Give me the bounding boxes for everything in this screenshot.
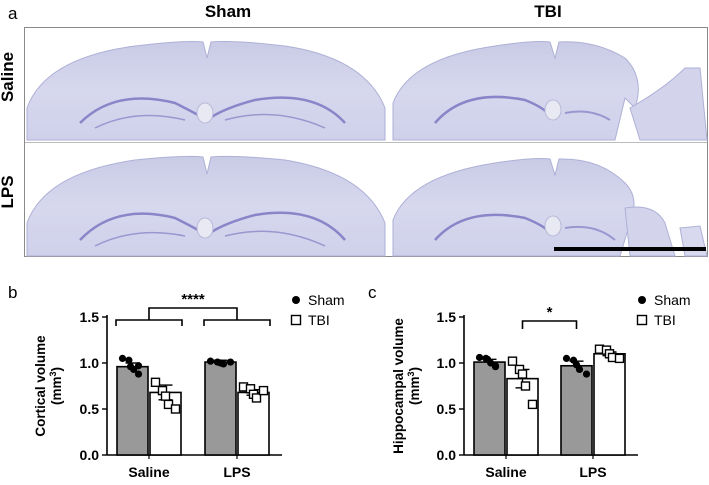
y-tick-label: 0.0: [80, 447, 100, 463]
y-label-superscript: 3: [406, 371, 416, 376]
data-point-sham: [562, 354, 571, 362]
x-category-label: LPS: [579, 464, 606, 480]
section-sham-lps: [26, 155, 386, 257]
legend: Sham TBI: [636, 292, 691, 328]
legend-label-tbi: TBI: [308, 312, 330, 328]
data-point-sham: [219, 360, 228, 368]
significance-bracket: *: [521, 304, 578, 329]
y-label-unit-text: (mm: [49, 377, 64, 406]
significance-label: ****: [181, 291, 205, 308]
data-point-sham: [125, 356, 133, 364]
data-point-tbi: [160, 391, 171, 401]
y-label-close: ): [49, 367, 64, 372]
row-divider: [25, 142, 707, 143]
bracket-line: [521, 320, 578, 329]
bar-sham: [116, 365, 149, 456]
cortical-volume-chart: 0.0 0.5 1.0 1.5 Cortical volume (mm3) Saline LP…: [33, 291, 345, 480]
x-category-label: Saline: [485, 464, 526, 480]
significance-label: *: [547, 304, 553, 321]
section-tbi-saline: [392, 41, 708, 141]
y-label-unit: (mm3): [406, 367, 422, 405]
data-point-tbi: [614, 353, 625, 364]
scale-bar: [554, 247, 706, 251]
hippocampal-volume-chart: 0.0 0.5 1.0 1.5 Hippocampal volume (mm3) Salin…: [391, 292, 691, 480]
bar-tbi: [506, 377, 539, 456]
legend-label-sham: Sham: [308, 292, 345, 308]
bar-sham: [473, 361, 506, 456]
y-tick-label: 1.5: [437, 309, 457, 325]
data-point-tbi: [507, 356, 518, 366]
data-point-sham: [582, 370, 591, 378]
data-point-sham: [575, 365, 584, 374]
y-label-unit: (mm3): [48, 367, 64, 405]
y-tick-label: 1.0: [80, 355, 100, 371]
y-label-unit-text: (mm: [407, 377, 422, 406]
y-label-close: ): [407, 367, 422, 372]
bar-tbi: [593, 353, 626, 456]
data-point-sham: [118, 354, 127, 362]
data-point-tbi: [520, 381, 531, 391]
bracket-left-group: [115, 319, 183, 326]
bar-sham: [560, 364, 593, 456]
data-point-sham: [134, 362, 143, 370]
histology-image-grid: [24, 27, 708, 257]
brain-sections-illustration: [26, 41, 708, 257]
data-point-tbi: [527, 399, 538, 410]
y-tick-label: 0.5: [437, 401, 457, 417]
data-point-tbi: [150, 377, 161, 388]
y-axis-label: Cortical volume (mm3): [33, 335, 64, 437]
section-tbi-lps: [392, 158, 708, 257]
column-header-sham: Sham: [204, 2, 252, 21]
y-tick-label: 0.0: [437, 447, 457, 463]
data-point-tbi: [258, 385, 269, 396]
legend-marker-tbi: [636, 314, 648, 326]
data-point-sham: [226, 358, 235, 366]
column-header-tbi: TBI: [534, 2, 562, 21]
y-label-main: Cortical volume: [33, 335, 48, 437]
section-sham-saline: [26, 41, 386, 141]
row-header-lps: LPS: [0, 175, 17, 209]
y-label-superscript: 3: [48, 371, 58, 376]
legend-marker-sham: [292, 296, 300, 304]
x-category-label: LPS: [223, 464, 250, 480]
data-point-tbi: [170, 404, 181, 414]
y-label-main: Hippocampal volume: [391, 318, 406, 454]
y-tick-label: 0.5: [80, 401, 100, 417]
data-point-sham: [475, 353, 484, 362]
panel-letter-a: a: [8, 4, 18, 23]
bracket-top: [148, 307, 238, 320]
y-tick-label: 1.5: [80, 309, 100, 325]
data-point-tbi: [517, 369, 528, 379]
data-point-tbi: [251, 393, 262, 403]
data-point-sham: [491, 363, 500, 371]
legend-label-sham: Sham: [654, 292, 691, 308]
data-point-sham: [206, 357, 215, 365]
row-header-saline: Saline: [0, 51, 17, 103]
legend-label-tbi: TBI: [654, 312, 676, 328]
y-tick-label: 1.0: [437, 355, 457, 371]
legend: Sham TBI: [290, 292, 345, 328]
y-axis-label: Hippocampal volume (mm3): [391, 318, 422, 454]
legend-marker-sham: [638, 296, 646, 304]
bracket-right-group: [203, 319, 271, 326]
x-category-label: Saline: [128, 464, 169, 480]
panel-letter-c: c: [368, 283, 377, 302]
panel-letter-b: b: [8, 283, 18, 302]
significance-bracket: ****: [115, 291, 271, 326]
legend-marker-tbi: [290, 314, 302, 326]
data-point-sham: [134, 370, 143, 378]
bar-tbi: [237, 391, 270, 456]
bar-sham: [204, 361, 237, 456]
